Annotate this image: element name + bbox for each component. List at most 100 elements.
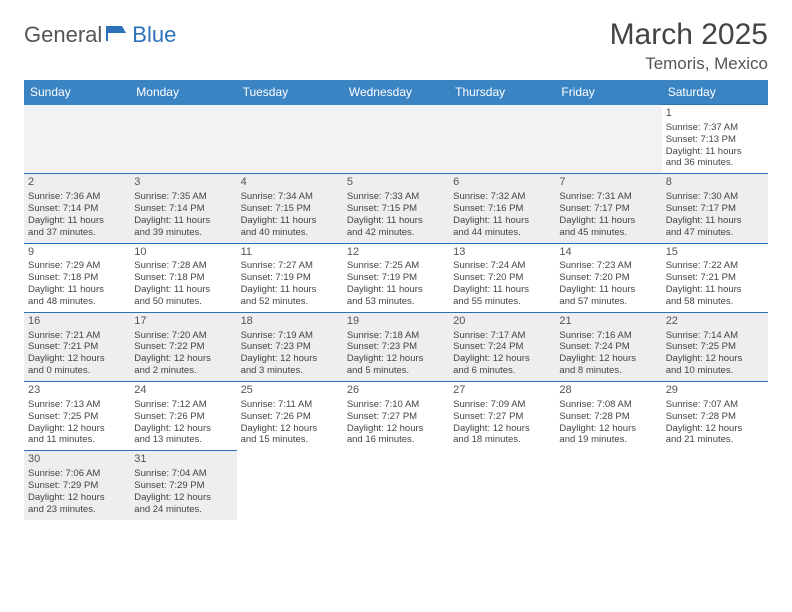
day-number: 27 — [453, 384, 551, 398]
day-cell: 18Sunrise: 7:19 AMSunset: 7:23 PMDayligh… — [237, 312, 343, 381]
daylight-text: Daylight: 12 hours — [453, 423, 551, 435]
daylight-text: and 58 minutes. — [666, 296, 764, 308]
daylight-text: and 18 minutes. — [453, 434, 551, 446]
daylight-text: Daylight: 12 hours — [559, 423, 657, 435]
empty-cell — [237, 451, 343, 520]
daylight-text: Daylight: 11 hours — [347, 215, 445, 227]
sunrise-text: Sunrise: 7:27 AM — [241, 260, 339, 272]
daylight-text: Daylight: 12 hours — [347, 353, 445, 365]
sunrise-text: Sunrise: 7:37 AM — [666, 122, 764, 134]
empty-cell — [130, 105, 236, 174]
daylight-text: Daylight: 12 hours — [666, 423, 764, 435]
weekday-header: Friday — [555, 80, 661, 105]
weekday-header: Thursday — [449, 80, 555, 105]
sunrise-text: Sunrise: 7:25 AM — [347, 260, 445, 272]
day-number: 14 — [559, 246, 657, 260]
daylight-text: Daylight: 12 hours — [453, 353, 551, 365]
day-number: 2 — [28, 176, 126, 190]
calendar-week-row: 16Sunrise: 7:21 AMSunset: 7:21 PMDayligh… — [24, 312, 768, 381]
daylight-text: and 23 minutes. — [28, 504, 126, 516]
day-cell: 26Sunrise: 7:10 AMSunset: 7:27 PMDayligh… — [343, 382, 449, 451]
sunrise-text: Sunrise: 7:29 AM — [28, 260, 126, 272]
weekday-header: Sunday — [24, 80, 130, 105]
day-cell: 19Sunrise: 7:18 AMSunset: 7:23 PMDayligh… — [343, 312, 449, 381]
sunrise-text: Sunrise: 7:13 AM — [28, 399, 126, 411]
daylight-text: Daylight: 12 hours — [28, 353, 126, 365]
sunrise-text: Sunrise: 7:24 AM — [453, 260, 551, 272]
month-title: March 2025 — [610, 18, 768, 52]
daylight-text: and 55 minutes. — [453, 296, 551, 308]
daylight-text: Daylight: 11 hours — [666, 284, 764, 296]
day-cell: 12Sunrise: 7:25 AMSunset: 7:19 PMDayligh… — [343, 243, 449, 312]
day-number: 10 — [134, 246, 232, 260]
location-label: Temoris, Mexico — [610, 54, 768, 74]
daylight-text: and 52 minutes. — [241, 296, 339, 308]
day-cell: 14Sunrise: 7:23 AMSunset: 7:20 PMDayligh… — [555, 243, 661, 312]
day-number: 19 — [347, 315, 445, 329]
daylight-text: Daylight: 12 hours — [666, 353, 764, 365]
day-number: 21 — [559, 315, 657, 329]
daylight-text: and 16 minutes. — [347, 434, 445, 446]
empty-cell — [343, 105, 449, 174]
day-number: 30 — [28, 453, 126, 467]
day-cell: 10Sunrise: 7:28 AMSunset: 7:18 PMDayligh… — [130, 243, 236, 312]
daylight-text: Daylight: 11 hours — [241, 215, 339, 227]
daylight-text: and 37 minutes. — [28, 227, 126, 239]
sunrise-text: Sunrise: 7:20 AM — [134, 330, 232, 342]
day-number: 5 — [347, 176, 445, 190]
sunset-text: Sunset: 7:26 PM — [241, 411, 339, 423]
sunset-text: Sunset: 7:21 PM — [666, 272, 764, 284]
day-cell: 4Sunrise: 7:34 AMSunset: 7:15 PMDaylight… — [237, 174, 343, 243]
day-cell: 8Sunrise: 7:30 AMSunset: 7:17 PMDaylight… — [662, 174, 768, 243]
daylight-text: Daylight: 11 hours — [559, 284, 657, 296]
daylight-text: and 50 minutes. — [134, 296, 232, 308]
daylight-text: and 48 minutes. — [28, 296, 126, 308]
daylight-text: Daylight: 11 hours — [666, 215, 764, 227]
sunrise-text: Sunrise: 7:17 AM — [453, 330, 551, 342]
daylight-text: and 5 minutes. — [347, 365, 445, 377]
sunset-text: Sunset: 7:24 PM — [559, 341, 657, 353]
day-number: 24 — [134, 384, 232, 398]
daylight-text: and 13 minutes. — [134, 434, 232, 446]
day-number: 16 — [28, 315, 126, 329]
logo: General Blue — [24, 22, 176, 48]
sunrise-text: Sunrise: 7:09 AM — [453, 399, 551, 411]
daylight-text: Daylight: 12 hours — [28, 492, 126, 504]
weekday-header: Monday — [130, 80, 236, 105]
day-cell: 21Sunrise: 7:16 AMSunset: 7:24 PMDayligh… — [555, 312, 661, 381]
daylight-text: Daylight: 11 hours — [347, 284, 445, 296]
day-cell: 31Sunrise: 7:04 AMSunset: 7:29 PMDayligh… — [130, 451, 236, 520]
empty-cell — [449, 451, 555, 520]
sunset-text: Sunset: 7:25 PM — [28, 411, 126, 423]
calendar-week-row: 23Sunrise: 7:13 AMSunset: 7:25 PM Dayligh… — [24, 382, 768, 451]
day-cell: 1Sunrise: 7:37 AMSunset: 7:13 PMDaylight… — [662, 105, 768, 174]
daylight-text: Daylight: 12 hours — [134, 423, 232, 435]
daylight-text: and 24 minutes. — [134, 504, 232, 516]
day-number: 25 — [241, 384, 339, 398]
daylight-text: and 0 minutes. — [28, 365, 126, 377]
sunset-text: Sunset: 7:18 PM — [134, 272, 232, 284]
sunrise-text: Sunrise: 7:14 AM — [666, 330, 764, 342]
day-number: 12 — [347, 246, 445, 260]
day-number: 1 — [666, 107, 764, 121]
sunset-text: Sunset: 7:15 PM — [347, 203, 445, 215]
daylight-text: Daylight: 12 hours — [347, 423, 445, 435]
empty-cell — [555, 451, 661, 520]
sunrise-text: Sunrise: 7:06 AM — [28, 468, 126, 480]
sunset-text: Sunset: 7:23 PM — [347, 341, 445, 353]
day-cell: 25Sunrise: 7:11 AMSunset: 7:26 PMDayligh… — [237, 382, 343, 451]
day-cell: 2Sunrise: 7:36 AMSunset: 7:14 PMDaylight… — [24, 174, 130, 243]
day-cell: 28Sunrise: 7:08 AMSunset: 7:28 PMDayligh… — [555, 382, 661, 451]
sunrise-text: Sunrise: 7:28 AM — [134, 260, 232, 272]
daylight-text: and 45 minutes. — [559, 227, 657, 239]
empty-cell — [662, 451, 768, 520]
day-number: 23 — [28, 384, 126, 398]
sunset-text: Sunset: 7:19 PM — [241, 272, 339, 284]
daylight-text: Daylight: 11 hours — [559, 215, 657, 227]
sunrise-text: Sunrise: 7:08 AM — [559, 399, 657, 411]
sunset-text: Sunset: 7:26 PM — [134, 411, 232, 423]
sunrise-text: Sunrise: 7:04 AM — [134, 468, 232, 480]
daylight-text: and 44 minutes. — [453, 227, 551, 239]
daylight-text: and 8 minutes. — [559, 365, 657, 377]
day-number: 26 — [347, 384, 445, 398]
